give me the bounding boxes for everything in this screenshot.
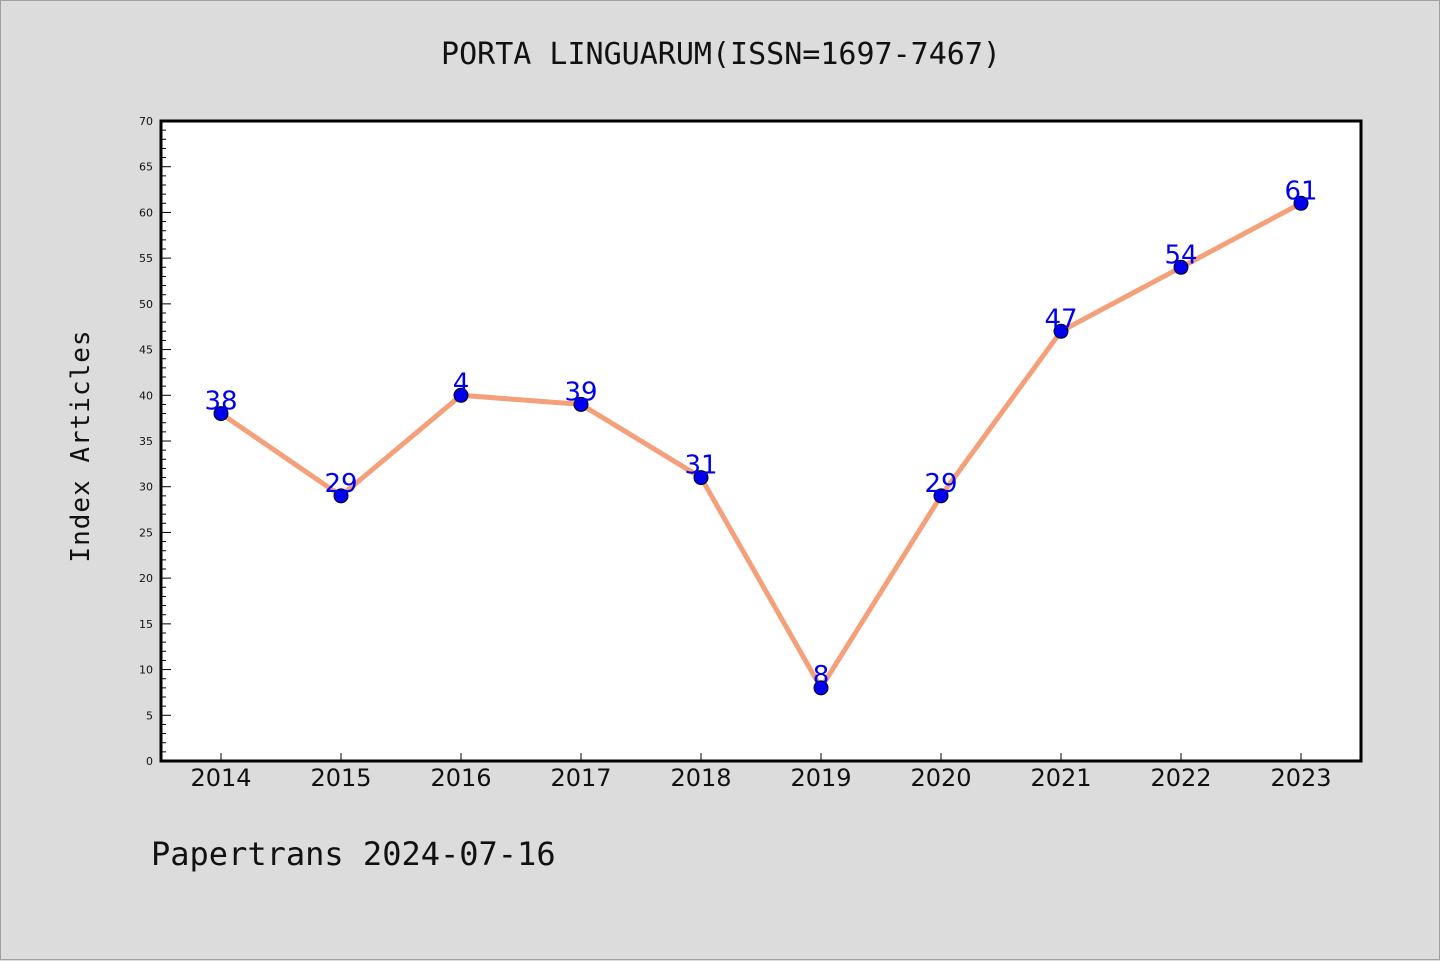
chart-title: PORTA LINGUARUM(ISSN=1697-7467)	[441, 37, 1001, 72]
y-tick-label: 0	[146, 755, 153, 768]
y-tick-label: 25	[139, 526, 153, 539]
x-tick-label: 2023	[1270, 764, 1331, 792]
data-label: 54	[1164, 240, 1197, 270]
data-point	[813, 680, 829, 696]
data-point	[693, 470, 709, 486]
y-tick-label: 30	[139, 481, 153, 494]
data-point	[453, 387, 469, 403]
data-point	[573, 396, 589, 412]
y-tick-label: 35	[139, 435, 153, 448]
data-label: 31	[684, 451, 717, 481]
y-tick-label: 50	[139, 298, 153, 311]
series-line	[219, 201, 1303, 691]
data-point	[213, 406, 229, 422]
plot-frame	[159, 119, 1363, 763]
x-tick-label: 2016	[430, 764, 491, 792]
x-tick-label: 2021	[1030, 764, 1091, 792]
x-tick-label: 2018	[670, 764, 731, 792]
y-tick-label: 55	[139, 252, 153, 265]
y-tick-label: 45	[139, 344, 153, 357]
footer-source: Papertrans 2024-07-16	[151, 835, 556, 873]
data-label: 38	[204, 387, 237, 417]
y-tick-label: 70	[139, 115, 153, 128]
data-point	[1053, 323, 1069, 339]
data-label: 39	[564, 377, 597, 407]
data-point	[333, 488, 349, 504]
data-point	[1293, 195, 1309, 211]
data-label: 8	[813, 661, 830, 691]
data-point	[1173, 259, 1189, 275]
y-tick-label: 5	[146, 709, 153, 722]
data-label: 47	[1044, 304, 1077, 334]
data-label: 29	[924, 469, 957, 499]
data-point	[933, 488, 949, 504]
y-tick-label: 65	[139, 161, 153, 174]
data-label: 4	[453, 368, 470, 398]
data-label: 29	[324, 469, 357, 499]
x-tick-label: 2020	[910, 764, 971, 792]
x-tick-label: 2017	[550, 764, 611, 792]
y-tick-label: 15	[139, 618, 153, 631]
y-tick-label: 10	[139, 664, 153, 677]
y-tick-label: 40	[139, 389, 153, 402]
x-tick-label: 2014	[190, 764, 251, 792]
data-label: 61	[1284, 176, 1317, 206]
x-tick-label: 2019	[790, 764, 851, 792]
x-tick-label: 2022	[1150, 764, 1211, 792]
y-tick-label: 60	[139, 206, 153, 219]
x-tick-label: 2015	[310, 764, 371, 792]
y-tick-label: 20	[139, 572, 153, 585]
